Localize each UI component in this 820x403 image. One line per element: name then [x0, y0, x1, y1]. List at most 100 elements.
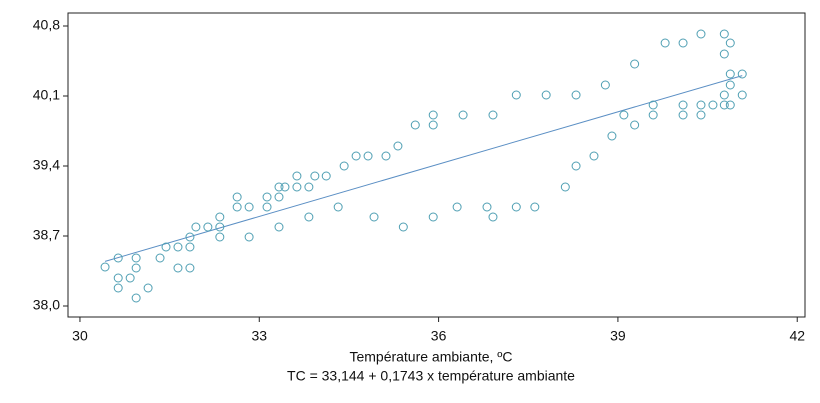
data-point [648, 110, 658, 120]
data-point [173, 242, 183, 252]
data-point [113, 253, 123, 263]
data-point [292, 171, 302, 181]
data-point [262, 202, 272, 212]
data-point [203, 222, 213, 232]
y-tick-label: 40,1 [33, 87, 60, 103]
data-point [589, 151, 599, 161]
x-tick-label: 36 [431, 328, 447, 344]
data-point [274, 222, 284, 232]
data-point [100, 262, 110, 272]
y-tick-label: 38,7 [33, 227, 60, 243]
data-point [725, 38, 735, 48]
data-point [381, 151, 391, 161]
data-point [737, 69, 747, 79]
data-point [185, 263, 195, 273]
data-point [696, 110, 706, 120]
data-point [244, 232, 254, 242]
data-point [428, 110, 438, 120]
data-point [719, 49, 729, 59]
data-point [339, 161, 349, 171]
data-point [482, 202, 492, 212]
data-point [600, 80, 610, 90]
data-point [131, 293, 141, 303]
data-point [131, 263, 141, 273]
data-point [725, 69, 735, 79]
data-point [571, 90, 581, 100]
data-point [310, 171, 320, 181]
data-point [696, 100, 706, 110]
data-point [511, 202, 521, 212]
data-point [488, 110, 498, 120]
data-point [280, 182, 290, 192]
x-tick-label: 33 [251, 328, 267, 344]
data-point [630, 59, 640, 69]
data-point [708, 100, 718, 110]
data-point [113, 283, 123, 293]
data-point [125, 273, 135, 283]
y-tick-label: 38,0 [33, 297, 60, 313]
x-tick-label: 42 [789, 328, 805, 344]
data-point [304, 182, 314, 192]
data-point [232, 192, 242, 202]
data-point [571, 161, 581, 171]
data-point [660, 38, 670, 48]
data-point [719, 100, 729, 110]
data-point [333, 202, 343, 212]
data-point [155, 253, 165, 263]
data-point [696, 29, 706, 39]
x-axis-label: Température ambiante, ºC [349, 349, 512, 365]
data-point [607, 131, 617, 141]
data-point [511, 90, 521, 100]
data-point [232, 202, 242, 212]
data-point [560, 182, 570, 192]
data-point [619, 110, 629, 120]
data-point [215, 232, 225, 242]
data-point [398, 222, 408, 232]
plot-frame [67, 12, 806, 318]
data-point [304, 212, 314, 222]
data-point [648, 100, 658, 110]
y-tick-label: 40,8 [33, 17, 60, 33]
data-point [321, 171, 331, 181]
data-point [488, 212, 498, 222]
data-point [262, 192, 272, 202]
data-point [274, 182, 284, 192]
data-point [452, 202, 462, 212]
data-point [215, 212, 225, 222]
data-point [428, 212, 438, 222]
data-point [630, 120, 640, 130]
data-point [541, 90, 551, 100]
data-point [185, 232, 195, 242]
x-tick-label: 39 [610, 328, 626, 344]
data-point [678, 38, 688, 48]
data-point [363, 151, 373, 161]
data-point [725, 80, 735, 90]
data-point [131, 253, 141, 263]
data-point [292, 182, 302, 192]
data-point [191, 222, 201, 232]
data-point [244, 202, 254, 212]
data-point [185, 242, 195, 252]
data-point [530, 202, 540, 212]
data-point [274, 192, 284, 202]
data-point [725, 100, 735, 110]
data-point [351, 151, 361, 161]
data-point [393, 141, 403, 151]
data-point [161, 242, 171, 252]
data-point [719, 90, 729, 100]
data-point [143, 283, 153, 293]
regression-equation: TC = 33,144 + 0,1743 x température ambia… [287, 368, 575, 384]
data-point [458, 110, 468, 120]
data-point [428, 120, 438, 130]
data-point [173, 263, 183, 273]
x-tick-label: 30 [72, 328, 88, 344]
data-point [737, 90, 747, 100]
data-point [369, 212, 379, 222]
data-point [113, 273, 123, 283]
data-point [215, 222, 225, 232]
regression-line [104, 75, 743, 262]
y-tick-label: 39,4 [33, 157, 60, 173]
data-point [410, 120, 420, 130]
data-point [678, 100, 688, 110]
